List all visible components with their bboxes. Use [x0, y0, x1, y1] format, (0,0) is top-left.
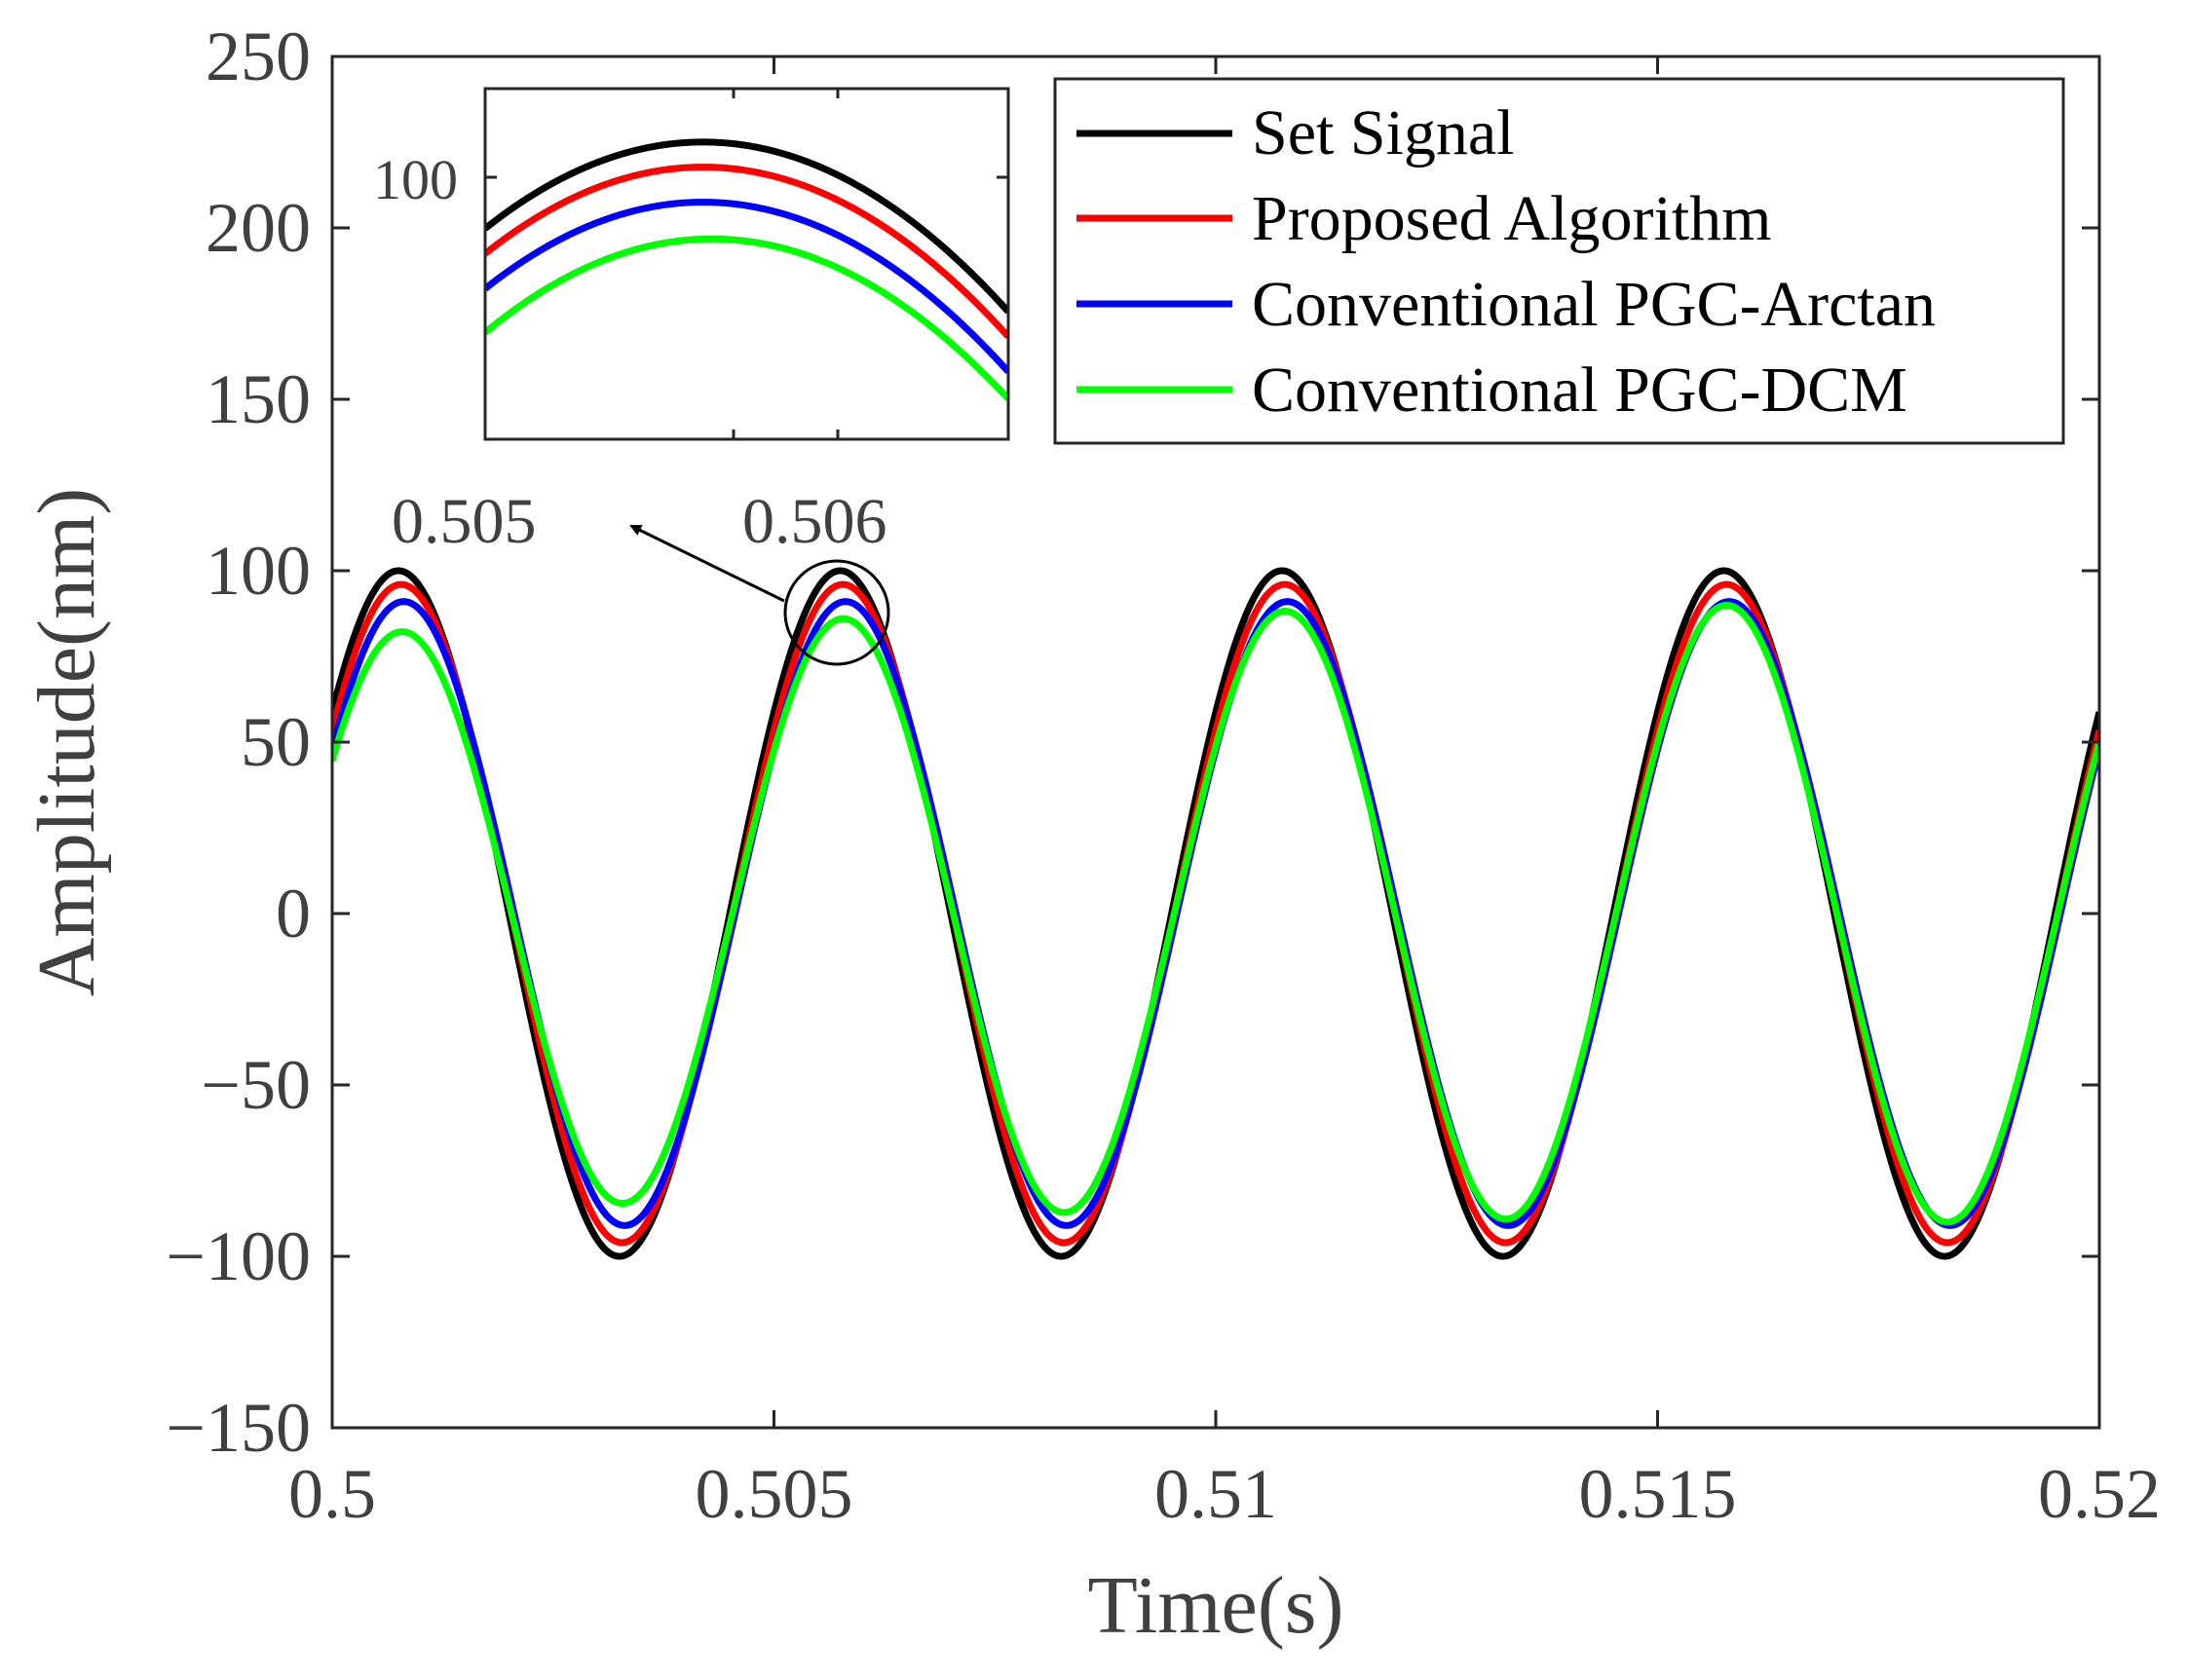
x-ticks: 0.5 0.505 0.51 0.515 0.52 — [288, 56, 2161, 1533]
y-axis-title: Amplitude(nm) — [21, 488, 112, 997]
annotation-label: 0.505 — [392, 486, 537, 557]
y-tick-label: −150 — [166, 1389, 311, 1467]
zoom-arrow — [629, 524, 785, 603]
x-axis-title: Time(s) — [1088, 1560, 1344, 1651]
y-tick-label: −50 — [201, 1046, 311, 1124]
y-tick-label: −100 — [166, 1217, 311, 1295]
legend: Set Signal Proposed Algorithm Convention… — [1053, 77, 2065, 445]
x-tick-label: 0.505 — [696, 1455, 853, 1533]
y-ticks: −150 −100 −50 0 50 100 150 200 250 — [166, 18, 2099, 1467]
legend-label: Conventional PGC-Arctan — [1252, 269, 1936, 340]
y-tick-label: 250 — [206, 18, 311, 95]
inset-series-line-set-signal — [485, 138, 1008, 315]
x-tick-label: 0.51 — [1154, 1455, 1277, 1533]
y-tick-label: 50 — [241, 703, 311, 781]
legend-box — [1053, 77, 2065, 445]
axes: 0.5 0.505 0.51 0.515 0.52 −150 −100 −50 0 50 100 1… — [166, 18, 2161, 1533]
series-group — [332, 567, 2099, 1260]
inset-series-line-proposed-algorithm — [485, 164, 1008, 340]
x-tick-label: 0.515 — [1579, 1455, 1737, 1533]
y-tick-label: 200 — [206, 189, 311, 267]
legend-label: Set Signal — [1252, 97, 1515, 168]
x-tick-label: 0.52 — [2038, 1455, 2161, 1533]
legend-label: Conventional PGC-DCM — [1252, 355, 1907, 426]
annotation-label: 0.506 — [742, 486, 887, 557]
inset-y-tick-label: 100 — [373, 148, 458, 211]
inset-series-line-conventional-pgc-arctan — [485, 199, 1008, 375]
series-line-conventional-pgc-dcm — [332, 601, 2099, 1226]
inset-series-group — [485, 138, 1008, 401]
inset-frame — [483, 87, 1010, 441]
zoom-region-circle — [783, 559, 890, 666]
x-tick-label: 0.5 — [288, 1455, 376, 1533]
inset-axes: 100 — [373, 87, 1010, 441]
legend-label: Proposed Algorithm — [1252, 183, 1772, 254]
y-tick-label: 100 — [206, 532, 311, 610]
y-tick-label: 0 — [276, 875, 311, 952]
y-tick-label: 150 — [206, 360, 311, 438]
inset-series-line-conventional-pgc-dcm — [485, 235, 1008, 401]
